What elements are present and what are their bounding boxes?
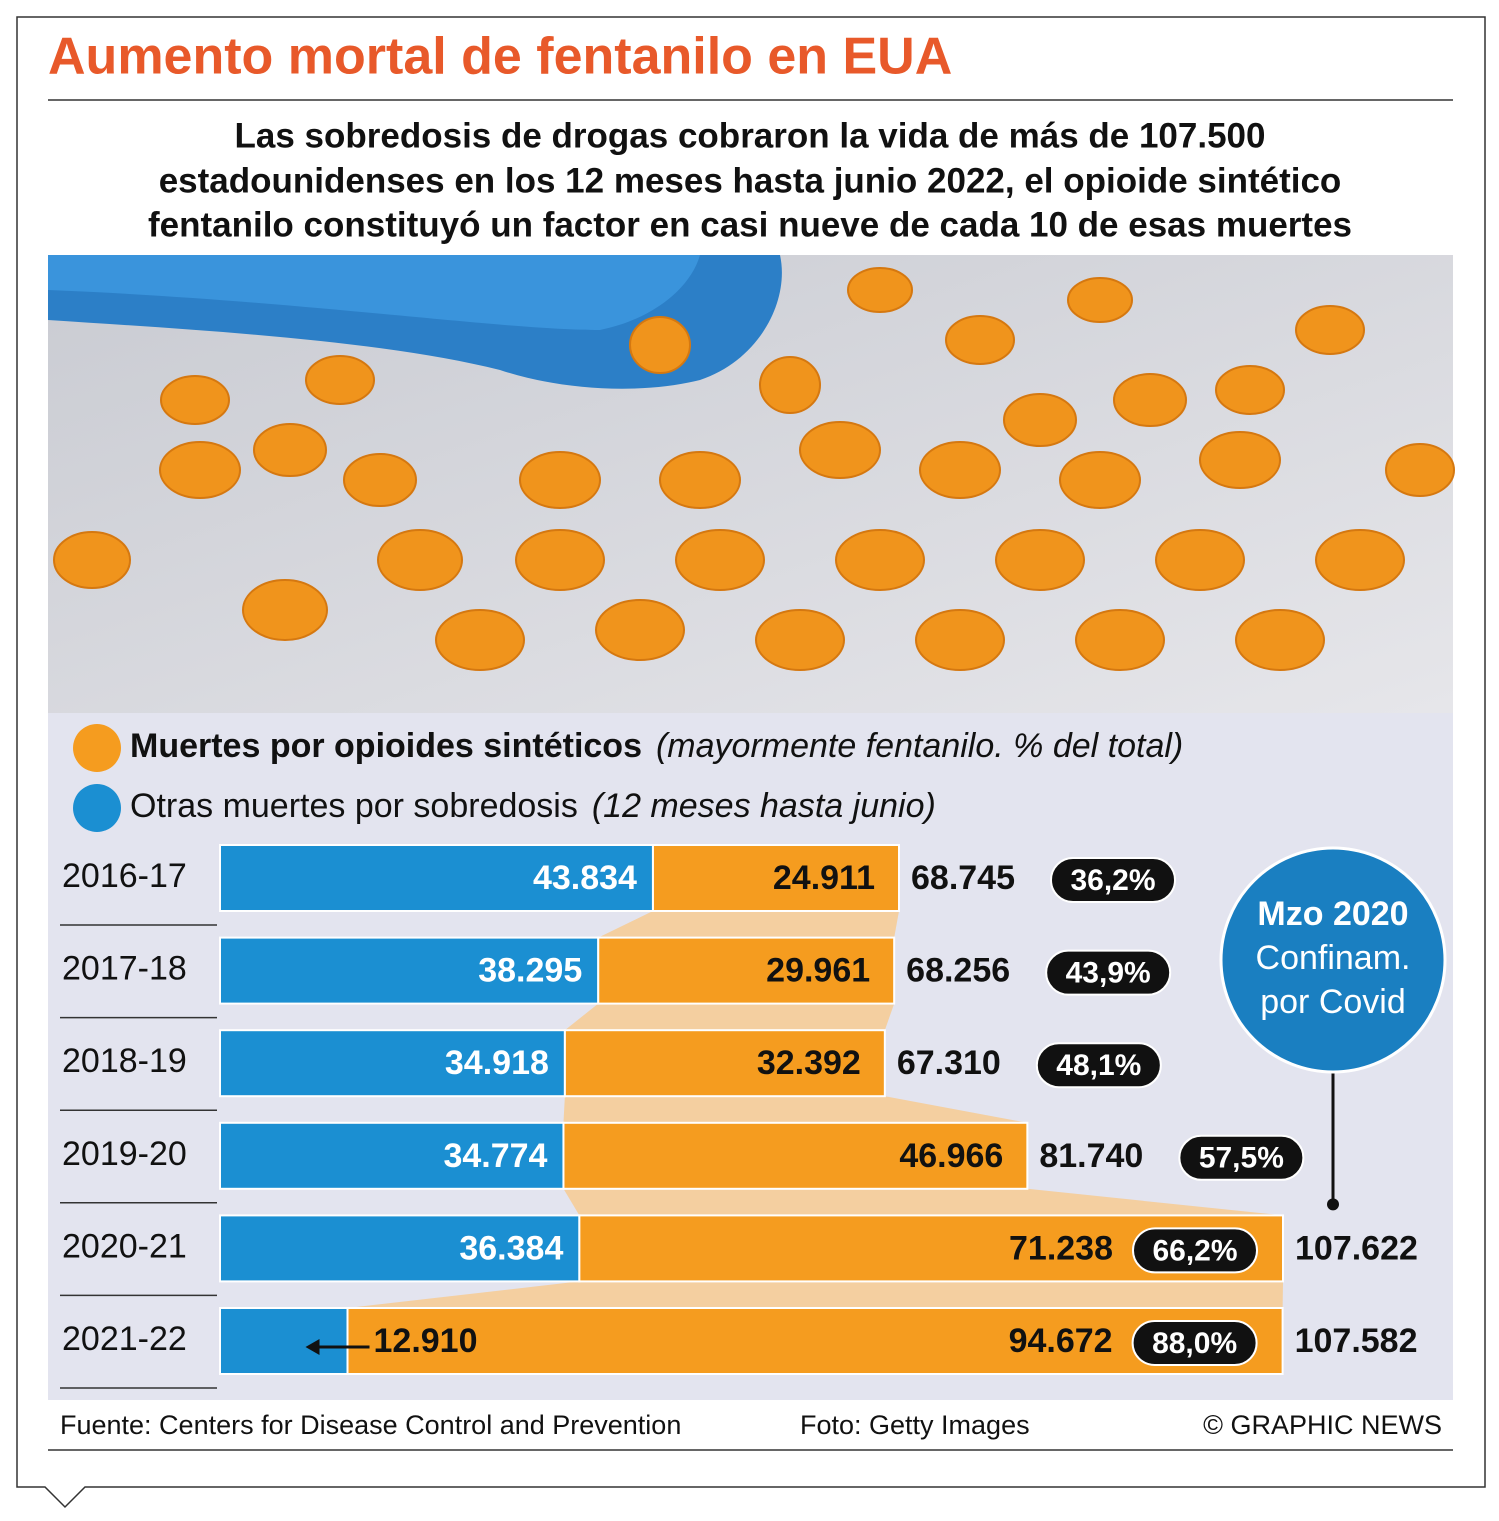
share-pill	[1131, 1320, 1258, 1366]
connector	[347, 1281, 1283, 1308]
share-label: 88,0%	[1152, 1327, 1237, 1360]
bar-segment	[597, 936, 896, 1005]
source: Fuente: Centers for Disease Control and …	[60, 1410, 681, 1440]
share-label: 36,2%	[1070, 864, 1155, 897]
value-label: 12.910	[374, 1322, 478, 1360]
annotation-dot	[1327, 1198, 1339, 1211]
share-label: 43,9%	[1066, 957, 1151, 990]
bar-segment	[563, 1029, 886, 1098]
legend-entry: Otras muertes por sobredosis (12 meses ha…	[130, 787, 936, 825]
legend-name: Otras muertes por sobredosis	[130, 787, 578, 825]
annotation-text: por Covid	[1260, 983, 1406, 1021]
total-label: 107.622	[1295, 1229, 1418, 1267]
pointer-arrowhead	[305, 1339, 320, 1355]
value-label: 24.911	[773, 859, 875, 897]
total-label: 68.745	[911, 859, 1015, 897]
total-label: 107.582	[1295, 1322, 1418, 1360]
value-label: 46.966	[899, 1137, 1003, 1175]
connector	[563, 1096, 1028, 1123]
legend-swatch	[73, 784, 121, 832]
bar-segment	[651, 844, 901, 912]
category-label: 2016-17	[62, 857, 187, 895]
subtitle: estadounidenses en los 12 meses hasta ju…	[159, 161, 1342, 200]
title: Aumento mortal de fentanilo en EUA	[48, 28, 952, 86]
category-label: 2020-21	[62, 1227, 187, 1265]
value-label: 43.834	[533, 859, 637, 897]
category-label: 2021-22	[62, 1320, 187, 1358]
connector	[564, 1003, 895, 1031]
share-label: 57,5%	[1199, 1142, 1284, 1175]
bar-segment	[219, 1121, 565, 1190]
value-label: 94.672	[1009, 1322, 1113, 1360]
total-label: 81.740	[1039, 1137, 1143, 1175]
value-label: 34.774	[443, 1137, 547, 1175]
category-label: 2019-20	[62, 1135, 187, 1173]
share-pill	[1132, 1227, 1258, 1274]
total-label: 68.256	[906, 952, 1010, 990]
photo-credit: Foto: Getty Images	[800, 1410, 1030, 1440]
share-label: 48,1%	[1056, 1049, 1141, 1082]
share-pill	[1045, 949, 1172, 996]
total-label: 67.310	[897, 1044, 1001, 1082]
annotation-text: Confinam.	[1256, 939, 1411, 977]
legend-swatch	[73, 724, 121, 772]
category-label: 2018-19	[62, 1042, 187, 1080]
share-pill	[1035, 1042, 1162, 1089]
connector	[598, 911, 900, 938]
value-label: 34.918	[445, 1044, 549, 1082]
bar-segment	[346, 1307, 1284, 1375]
share-label: 66,2%	[1152, 1234, 1237, 1267]
value-label: 36.384	[459, 1229, 563, 1267]
legend-entry: Muertes por opioides sintéticos (mayormen…	[130, 727, 1183, 765]
subtitle: Las sobredosis de drogas cobraron la vid…	[235, 116, 1266, 155]
connector	[563, 1188, 1283, 1216]
bar-segment	[219, 936, 600, 1005]
annotation-text: Mzo 2020	[1257, 895, 1408, 933]
category-label: 2017-18	[62, 950, 187, 988]
value-label: 29.961	[766, 952, 870, 990]
bar-segment	[219, 1214, 581, 1283]
legend-note: (mayormente fentanilo. % del total)	[656, 727, 1183, 765]
subtitle: fentanilo constituyó un factor en casi n…	[148, 205, 1352, 244]
legend-note: (12 meses hasta junio)	[592, 787, 936, 825]
value-label: 32.392	[757, 1044, 861, 1082]
photo	[48, 255, 1455, 713]
legend-name: Muertes por opioides sintéticos	[130, 727, 642, 765]
annotation-circle	[1219, 846, 1447, 1074]
value-label: 38.295	[478, 952, 582, 990]
bar-segment	[219, 1307, 349, 1375]
value-label: 71.238	[1009, 1229, 1113, 1267]
bar-segment	[562, 1121, 1029, 1190]
share-pill	[1050, 857, 1177, 903]
credit: © GRAPHIC NEWS	[1203, 1410, 1442, 1440]
share-pill	[1178, 1134, 1305, 1181]
